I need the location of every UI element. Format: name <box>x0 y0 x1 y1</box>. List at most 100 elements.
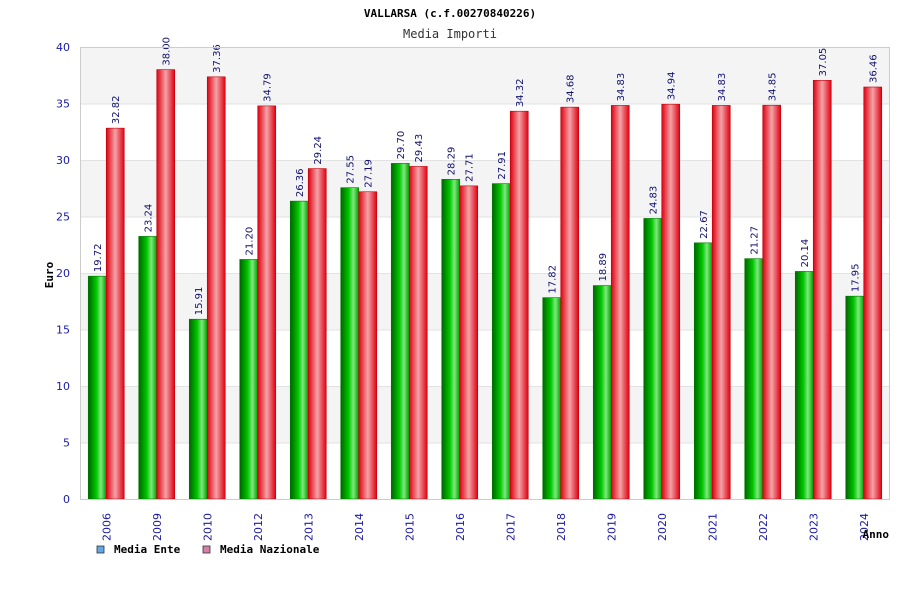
bar-media-ente-2016 <box>441 179 461 500</box>
bar-media-ente-2020 <box>643 218 663 500</box>
bar-media-ente-2019 <box>592 285 612 500</box>
x-tick-label: 2013 <box>302 513 315 541</box>
data-label: 28.29 <box>447 147 458 176</box>
chart-title: VALLARSA (c.f.00270840226) <box>364 7 536 20</box>
y-tick-label: 15 <box>56 324 70 337</box>
y-tick-label: 35 <box>56 98 70 111</box>
bar-media-nazionale-2019 <box>610 105 630 500</box>
y-tick-label: 25 <box>56 211 70 224</box>
y-axis-label: Euro <box>43 261 56 288</box>
bar-media-ente-2021 <box>693 242 713 500</box>
data-label: 22.67 <box>699 210 710 239</box>
bar-media-nazionale-2006 <box>105 127 125 500</box>
data-label: 15.91 <box>194 287 205 316</box>
data-label: 17.95 <box>851 264 862 293</box>
bar-media-nazionale-2014 <box>358 191 378 500</box>
x-tick-label: 2018 <box>555 513 568 541</box>
plot-frame <box>80 47 890 500</box>
y-tick-label: 0 <box>63 493 70 506</box>
x-tick-label: 2014 <box>353 513 366 541</box>
data-label: 34.83 <box>717 73 728 102</box>
bar-media-nazionale-2016 <box>459 185 479 500</box>
x-axis-label: Anno <box>863 528 890 541</box>
data-label: 37.05 <box>818 48 829 77</box>
x-axis-ticks: 2006 2009 2010 2012 2013 2014 2015 2016 2017 2018… <box>100 513 871 541</box>
bar-media-nazionale-2018 <box>560 106 580 500</box>
bar-media-nazionale-2023 <box>812 80 832 500</box>
data-label: 24.83 <box>649 186 660 215</box>
data-label: 29.24 <box>313 136 324 165</box>
bar-media-ente-2022 <box>744 258 764 500</box>
y-tick-label: 5 <box>63 437 70 450</box>
data-label: 29.43 <box>414 134 425 163</box>
bar-media-nazionale-2021 <box>711 105 731 500</box>
bar-media-ente-2006 <box>87 275 107 500</box>
data-label: 34.85 <box>768 73 779 102</box>
bar-media-nazionale-2012 <box>257 105 277 500</box>
data-label: 27.71 <box>465 153 476 182</box>
data-label: 34.83 <box>616 73 627 102</box>
bar-media-nazionale-2024 <box>863 86 883 500</box>
bar-media-nazionale-2009 <box>156 69 176 500</box>
bar-media-nazionale-2017 <box>509 110 529 500</box>
bar-media-nazionale-2013 <box>307 168 327 500</box>
x-tick-label: 2015 <box>403 513 416 541</box>
bar-media-ente-2018 <box>542 297 562 500</box>
x-tick-label: 2010 <box>201 513 214 541</box>
data-label: 32.82 <box>111 95 122 124</box>
y-axis-ticks: 0 5 10 15 20 25 30 35 40 <box>56 41 70 506</box>
data-label: 21.20 <box>245 227 256 256</box>
bar-media-ente-2014 <box>340 187 360 500</box>
bar-media-nazionale-2015 <box>408 166 428 500</box>
bar-media-ente-2015 <box>390 163 410 500</box>
bar-media-ente-2010 <box>188 318 208 500</box>
data-label: 38.00 <box>162 37 173 66</box>
data-label: 34.79 <box>263 73 274 102</box>
data-label: 34.32 <box>515 79 526 108</box>
x-tick-label: 2016 <box>454 513 467 541</box>
x-tick-label: 2009 <box>151 513 164 541</box>
y-tick-label: 40 <box>56 41 70 54</box>
bar-media-ente-2012 <box>239 259 259 500</box>
legend-swatch-media-nazionale <box>202 545 211 554</box>
bar-media-nazionale-2022 <box>762 104 782 500</box>
data-labels: 19.72 32.82 23.24 38.00 15.91 37.36 21.20 34.79… <box>93 37 880 315</box>
bar-media-ente-2023 <box>794 271 814 500</box>
x-tick-label: 2021 <box>706 513 719 541</box>
bar-media-ente-2024 <box>845 295 865 500</box>
data-label: 17.82 <box>548 265 559 294</box>
data-label: 18.89 <box>598 253 609 282</box>
legend-swatch-media-ente <box>96 545 105 554</box>
x-tick-label: 2020 <box>656 513 669 541</box>
data-label: 37.36 <box>212 44 223 73</box>
data-label: 23.24 <box>144 204 155 233</box>
y-tick-label: 20 <box>56 267 70 280</box>
data-label: 20.14 <box>800 239 811 268</box>
data-label: 27.55 <box>346 155 357 184</box>
data-label: 29.70 <box>396 131 407 160</box>
bar-media-ente-2013 <box>289 200 309 500</box>
x-tick-label: 2019 <box>605 513 618 541</box>
data-label: 36.46 <box>869 54 880 83</box>
legend: Media Ente Media Nazionale <box>96 543 320 556</box>
bar-media-nazionale-2020 <box>661 103 681 500</box>
data-label: 27.19 <box>364 159 375 188</box>
data-label: 34.94 <box>667 72 678 101</box>
bar-media-nazionale-2010 <box>206 76 226 500</box>
chart-subtitle: Media Importi <box>403 27 497 41</box>
x-tick-label: 2017 <box>504 513 517 541</box>
x-tick-label: 2023 <box>807 513 820 541</box>
x-tick-label: 2012 <box>252 513 265 541</box>
x-tick-label: 2006 <box>100 513 113 541</box>
data-label: 34.68 <box>566 74 577 103</box>
data-label: 21.27 <box>750 226 761 255</box>
bar-media-ente-2017 <box>491 183 511 500</box>
data-label: 27.91 <box>497 151 508 180</box>
x-tick-label: 2022 <box>757 513 770 541</box>
y-tick-label: 30 <box>56 154 70 167</box>
legend-label-media-ente: Media Ente <box>114 543 181 556</box>
bar-media-ente-2009 <box>138 236 158 500</box>
y-tick-label: 10 <box>56 380 70 393</box>
legend-label-media-nazionale: Media Nazionale <box>220 543 320 556</box>
